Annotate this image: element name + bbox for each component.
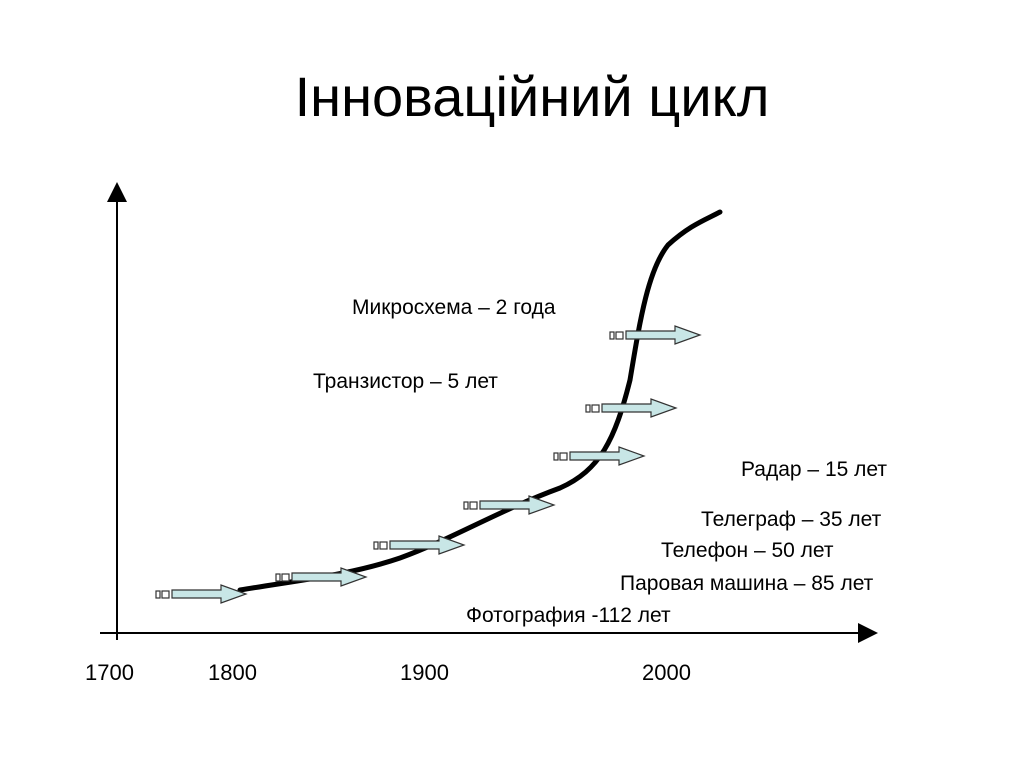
label-photography: Фотография -112 лет <box>466 604 671 627</box>
arrow-icon <box>609 325 701 345</box>
label-telegraph: Телеграф – 35 лет <box>701 508 882 531</box>
x-tick: 2000 <box>642 660 691 685</box>
x-tick: 1800 <box>208 660 257 685</box>
arrow-icon <box>155 584 247 604</box>
innovation-curve <box>237 209 723 593</box>
label-radar: Радар – 15 лет <box>741 458 887 481</box>
page-title: Інноваційний цикл <box>294 65 770 128</box>
arrow-icon <box>585 398 677 418</box>
label-steam-engine: Паровая машина – 85 лет <box>620 572 874 595</box>
label-telephone: Телефон – 50 лет <box>661 539 834 562</box>
label-transistor: Транзистор – 5 лет <box>313 370 498 393</box>
x-tick: 1700 <box>85 660 134 685</box>
arrow-icon <box>553 446 645 466</box>
label-microchip: Микросхема – 2 года <box>352 296 556 319</box>
x-tick: 1900 <box>400 660 449 685</box>
